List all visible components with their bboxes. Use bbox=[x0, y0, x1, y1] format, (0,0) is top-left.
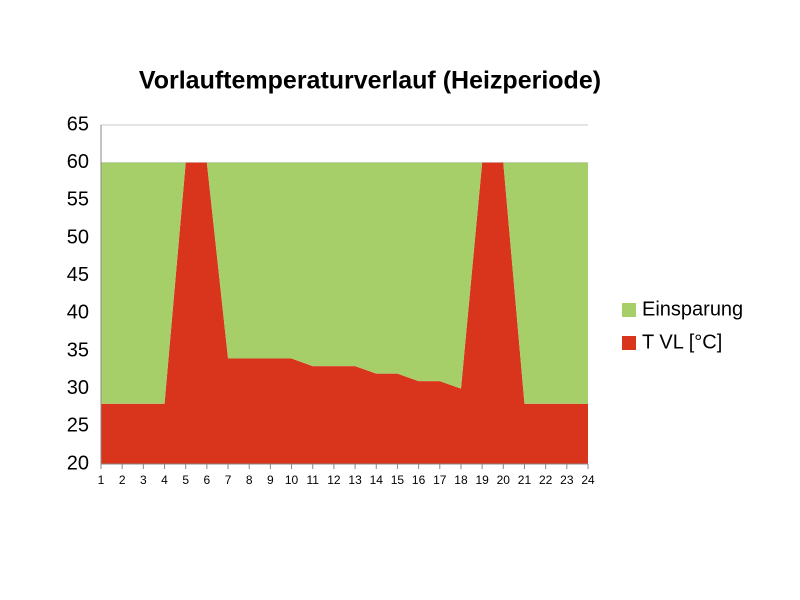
x-tick-label: 13 bbox=[348, 473, 362, 487]
x-tick-label: 6 bbox=[204, 473, 211, 487]
x-tick-label: 14 bbox=[370, 473, 384, 487]
x-tick-label: 7 bbox=[225, 473, 232, 487]
x-tick-label: 20 bbox=[497, 473, 511, 487]
y-tick-label: 45 bbox=[67, 264, 89, 286]
x-tick-label: 2 bbox=[119, 473, 126, 487]
legend-swatch bbox=[622, 336, 636, 350]
x-tick-label: 1 bbox=[98, 473, 105, 487]
x-tick-label: 9 bbox=[267, 473, 274, 487]
y-tick-label: 25 bbox=[67, 415, 89, 437]
x-tick-label: 18 bbox=[454, 473, 468, 487]
x-tick-label: 12 bbox=[327, 473, 341, 487]
x-tick-label: 10 bbox=[285, 473, 299, 487]
x-tick-label: 11 bbox=[307, 473, 320, 487]
y-tick-label: 40 bbox=[67, 302, 89, 324]
y-tick-label: 35 bbox=[67, 339, 89, 361]
y-tick-label: 30 bbox=[67, 377, 89, 399]
y-tick-label: 65 bbox=[67, 113, 89, 135]
x-tick-label: 17 bbox=[433, 473, 447, 487]
area bbox=[101, 162, 588, 465]
x-tick-label: 19 bbox=[475, 473, 489, 487]
x-tick-label: 23 bbox=[560, 473, 574, 487]
y-tick-label: 20 bbox=[67, 452, 89, 474]
y-tick-label: 50 bbox=[67, 226, 89, 248]
x-tick-label: 24 bbox=[581, 473, 595, 487]
x-tick-label: 3 bbox=[140, 473, 147, 487]
y-tick-label: 60 bbox=[67, 151, 89, 173]
x-tick-label: 22 bbox=[539, 473, 553, 487]
y-tick-label: 55 bbox=[67, 189, 89, 211]
x-tick-label: 8 bbox=[246, 473, 253, 487]
legend-label: T VL [°C] bbox=[642, 331, 722, 353]
legend-swatch bbox=[622, 303, 636, 317]
area bbox=[101, 162, 588, 404]
x-tick-label: 4 bbox=[161, 473, 168, 487]
x-tick-label: 5 bbox=[182, 473, 189, 487]
chart-title: Vorlauftemperaturverlauf (Heizperiode) bbox=[139, 67, 601, 95]
legend-label: Einsparung bbox=[642, 298, 743, 320]
x-tick-label: 16 bbox=[412, 473, 426, 487]
x-tick-label: 15 bbox=[391, 473, 405, 487]
x-tick-label: 21 bbox=[518, 473, 532, 487]
